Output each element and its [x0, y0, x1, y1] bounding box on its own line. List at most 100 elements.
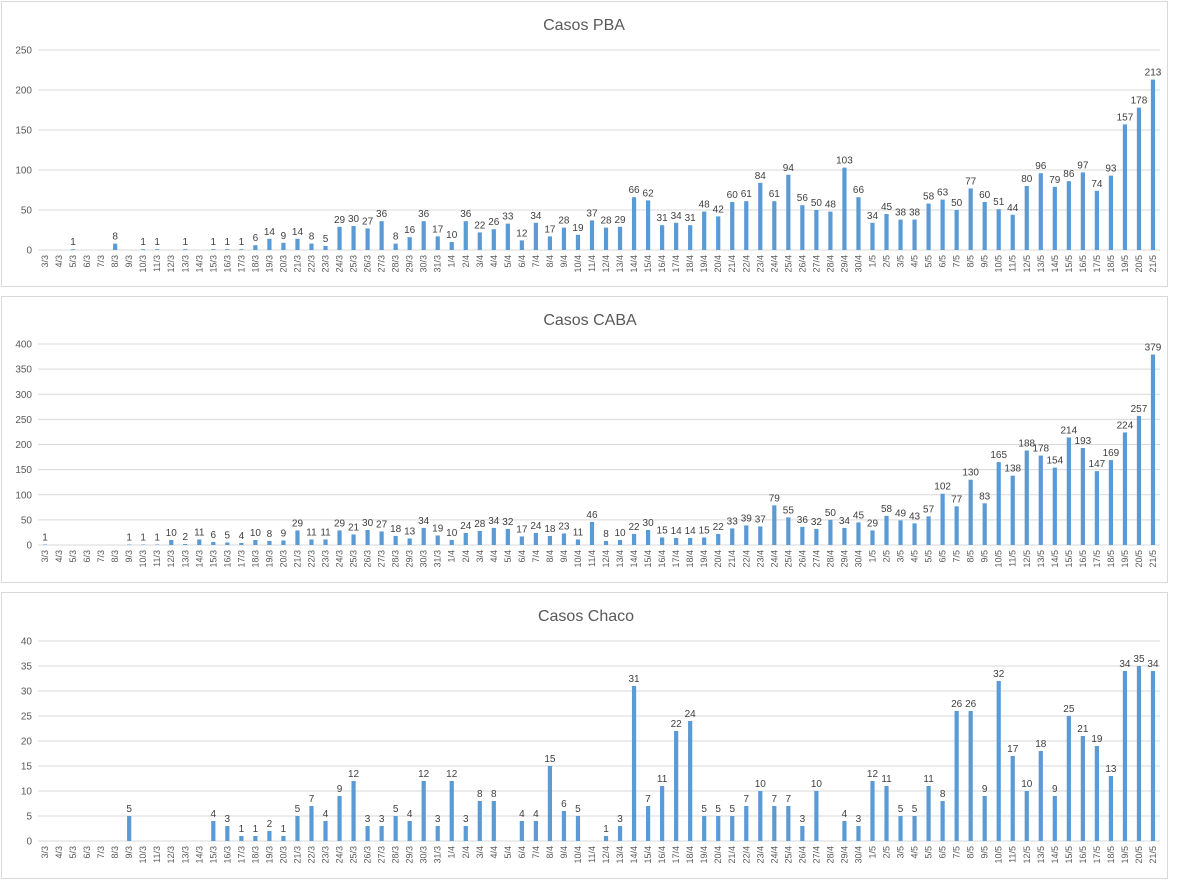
bar — [519, 821, 524, 841]
x-tick-label: 8/4 — [545, 255, 555, 268]
data-label: 12 — [418, 769, 430, 780]
x-tick-label: 4/3 — [54, 550, 64, 563]
x-tick-label: 6/3 — [82, 255, 92, 268]
bar — [393, 535, 398, 545]
bar — [309, 243, 314, 250]
bar — [730, 528, 735, 545]
data-label: 22 — [629, 522, 641, 533]
data-label: 188 — [1018, 439, 1035, 450]
y-tick-label: 40 — [21, 637, 33, 648]
data-label: 94 — [783, 163, 795, 174]
bar — [688, 537, 693, 545]
x-tick-label: 23/3 — [321, 550, 331, 568]
data-label: 8 — [309, 232, 315, 243]
x-tick-label: 7/4 — [531, 255, 541, 268]
data-label: 60 — [979, 190, 991, 201]
bar — [519, 240, 524, 250]
bar — [197, 539, 202, 545]
bar — [702, 537, 707, 545]
bar — [842, 167, 847, 250]
bar — [1094, 746, 1099, 841]
data-label: 157 — [1117, 112, 1134, 123]
data-label: 165 — [990, 450, 1007, 461]
data-label: 26 — [965, 699, 977, 710]
bar — [982, 202, 987, 250]
data-label: 5 — [575, 804, 581, 815]
data-label: 10 — [1021, 779, 1033, 790]
x-tick-label: 11/4 — [587, 255, 597, 272]
data-label: 77 — [965, 176, 977, 187]
bar — [744, 525, 749, 545]
bar — [365, 228, 370, 250]
x-tick-label: 16/5 — [1078, 550, 1088, 568]
x-tick-label: 3/5 — [896, 550, 906, 563]
x-tick-label: 31/3 — [433, 550, 443, 568]
data-label: 29 — [292, 518, 304, 529]
data-label: 34 — [488, 516, 500, 527]
bar — [281, 836, 286, 841]
bar — [912, 523, 917, 545]
bar — [421, 221, 426, 250]
data-label: 4 — [842, 809, 848, 820]
bar — [323, 539, 328, 545]
y-tick-label: 25 — [21, 712, 33, 723]
bar — [884, 214, 889, 250]
data-label: 3 — [800, 814, 806, 825]
bar — [702, 211, 707, 250]
x-tick-label: 31/3 — [433, 846, 443, 864]
x-tick-label: 12/5 — [1022, 255, 1032, 273]
data-label: 10 — [811, 779, 823, 790]
x-tick-label: 20/5 — [1134, 846, 1144, 864]
y-tick-label: 20 — [21, 737, 33, 748]
data-label: 58 — [923, 192, 935, 203]
bar — [155, 249, 160, 250]
x-tick-label: 12/5 — [1022, 846, 1032, 864]
data-label: 10 — [446, 528, 458, 539]
data-label: 5 — [225, 530, 231, 541]
data-label: 17 — [432, 224, 444, 235]
bar — [239, 836, 244, 841]
data-label: 4 — [211, 809, 217, 820]
bar — [1108, 460, 1114, 545]
data-label: 97 — [1077, 160, 1089, 171]
x-tick-label: 9/5 — [980, 846, 990, 859]
x-tick-label: 7/4 — [531, 550, 541, 563]
data-label: 17 — [544, 224, 556, 235]
x-tick-label: 10/3 — [138, 846, 148, 864]
bar — [225, 542, 230, 545]
data-label: 1 — [42, 532, 48, 543]
x-tick-label: 21/5 — [1148, 846, 1158, 864]
data-label: 7 — [645, 794, 651, 805]
x-tick-label: 3/5 — [896, 255, 906, 268]
x-tick-label: 20/5 — [1134, 255, 1144, 273]
data-label: 37 — [755, 514, 767, 525]
x-tick-label: 14/3 — [194, 846, 204, 864]
x-tick-label: 2/5 — [882, 846, 892, 859]
x-tick-label: 20/4 — [713, 846, 723, 864]
x-tick-label: 16/4 — [657, 255, 667, 273]
x-tick-label: 14/4 — [629, 550, 639, 568]
bar — [435, 535, 440, 545]
data-label: 193 — [1075, 436, 1092, 447]
x-tick-label: 5/5 — [924, 846, 934, 859]
data-label: 12 — [867, 769, 879, 780]
x-tick-label: 13/4 — [615, 550, 625, 568]
x-tick-label: 5/3 — [68, 550, 78, 563]
y-tick-label: 10 — [21, 787, 33, 798]
bar — [758, 182, 763, 250]
data-label: 83 — [979, 491, 991, 502]
x-tick-label: 25/4 — [783, 255, 793, 273]
bar — [954, 506, 959, 545]
x-tick-label: 10/5 — [994, 255, 1004, 273]
data-label: 79 — [1049, 175, 1061, 186]
data-label: 34 — [867, 211, 879, 222]
data-label: 21 — [1077, 724, 1089, 735]
data-label: 19 — [572, 223, 584, 234]
x-tick-label: 12/3 — [166, 846, 176, 864]
x-tick-label: 30/3 — [419, 846, 429, 864]
bar — [295, 816, 300, 841]
x-tick-label: 16/4 — [657, 846, 667, 864]
x-tick-label: 27/3 — [377, 846, 387, 864]
x-tick-label: 15/3 — [208, 550, 218, 568]
x-tick-label: 16/3 — [222, 846, 232, 864]
